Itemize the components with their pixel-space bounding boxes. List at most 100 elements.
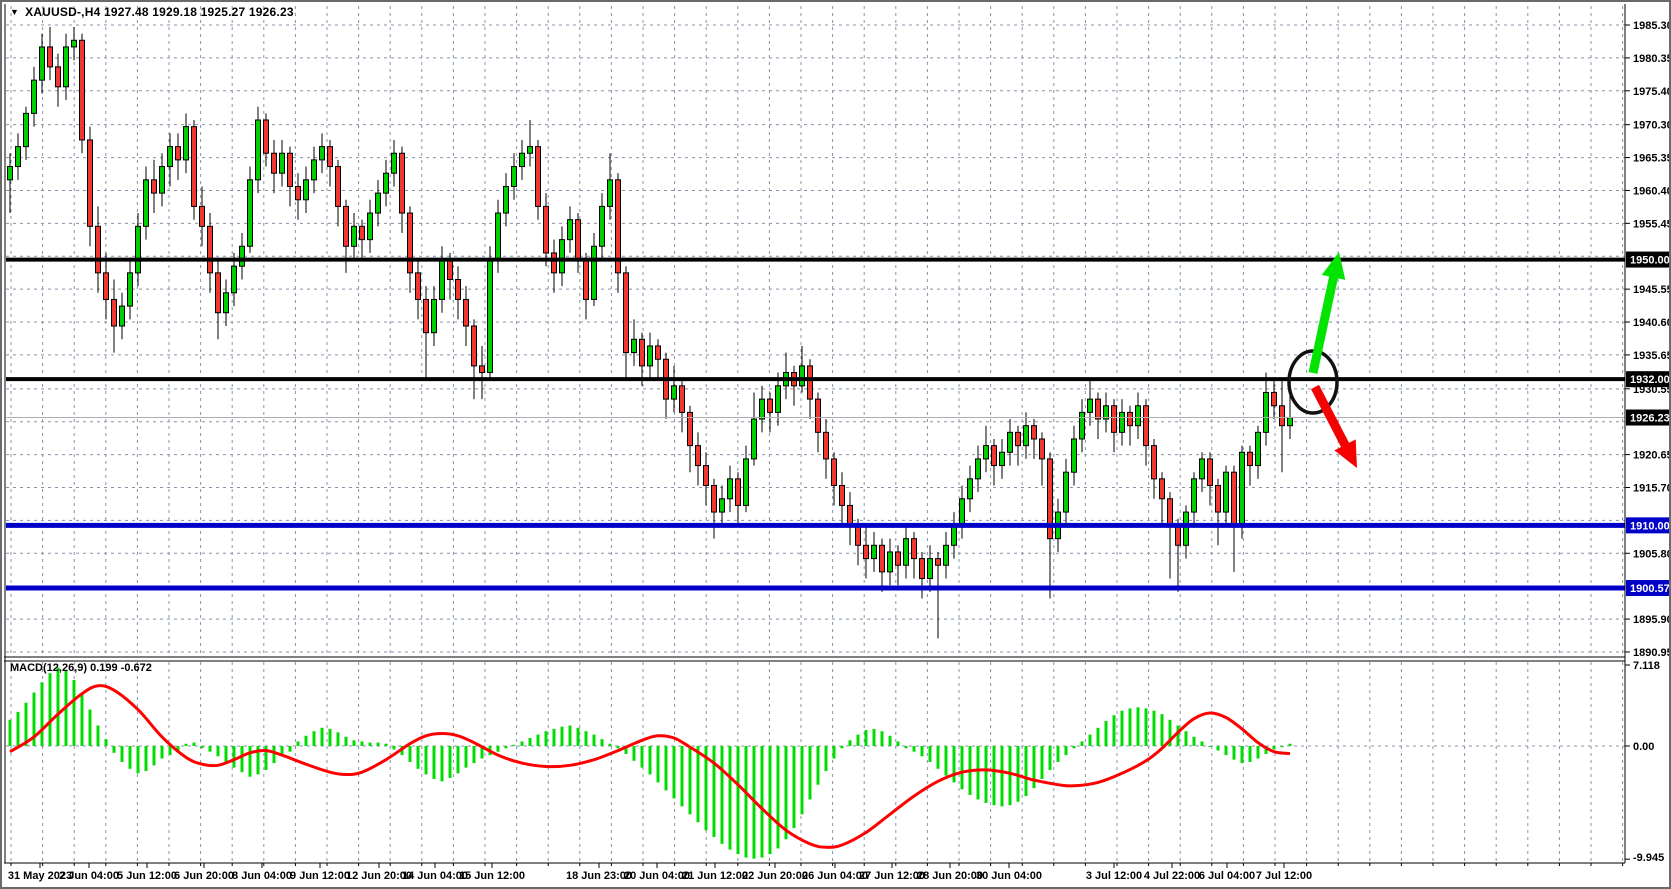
price-badge-text: 1926.23 — [1630, 413, 1670, 425]
macd-bar — [688, 746, 692, 815]
candle — [551, 239, 557, 293]
candle — [191, 120, 197, 220]
macd-bar — [824, 746, 828, 772]
macd-bar — [800, 746, 804, 815]
candle — [79, 33, 85, 154]
candle — [671, 365, 677, 413]
macd-bar — [656, 746, 660, 783]
macd-bar — [320, 727, 324, 746]
macd-bar — [24, 702, 28, 746]
macd-bar — [256, 746, 260, 775]
macd-bar — [8, 719, 12, 746]
candle — [167, 133, 173, 187]
candle — [1247, 445, 1253, 486]
candle — [663, 352, 669, 420]
macd-bar — [640, 746, 644, 768]
candle — [1151, 438, 1157, 499]
macd-bar — [328, 728, 332, 746]
candle — [327, 139, 333, 187]
time-tick-label: 28 Jun 20:00 — [917, 870, 983, 882]
candle — [815, 392, 821, 453]
macd-bar — [312, 731, 316, 746]
macd-tick-label: 7.118 — [1633, 660, 1660, 672]
candle — [1191, 472, 1197, 526]
candle — [679, 379, 685, 433]
candle — [607, 153, 613, 220]
macd-bar — [1184, 731, 1188, 746]
candle — [935, 551, 941, 639]
time-tick-label: 18 Jun 23:00 — [566, 870, 632, 882]
macd-bar — [832, 746, 836, 759]
candle — [711, 478, 717, 539]
price-badge-1926.23[interactable]: 1926.23 — [1626, 409, 1671, 426]
candle — [1159, 472, 1165, 526]
macd-bar — [1032, 746, 1036, 789]
candle — [703, 452, 709, 506]
price-badge-1950.00[interactable]: 1950.00 — [1626, 251, 1671, 268]
price-axis: 1985.30 1980.35 1975.40 1970.30 1965.35 1960.… — [1625, 20, 1671, 864]
candle — [1215, 478, 1221, 546]
candle — [487, 246, 493, 380]
macd-bar — [416, 746, 420, 769]
macd-bar — [704, 746, 708, 831]
price-tick-label: 1980.35 — [1633, 53, 1671, 65]
macd-bar — [296, 741, 300, 746]
candle — [1063, 458, 1069, 526]
price-badge-1910.00[interactable]: 1910.00 — [1626, 517, 1671, 534]
time-tick-label: 3 Jul 12:00 — [1086, 870, 1142, 882]
macd-bar — [1072, 746, 1076, 749]
candle — [807, 359, 813, 420]
candle — [951, 512, 957, 559]
macd-bar — [960, 746, 964, 790]
macd-bar — [952, 746, 956, 783]
macd-bar — [1168, 719, 1172, 746]
macd-bar — [1256, 746, 1260, 759]
candle — [279, 139, 285, 187]
collapse-arrow-icon[interactable]: ▼ — [10, 7, 20, 17]
candle — [391, 139, 397, 187]
candle — [1183, 505, 1189, 559]
price-badge-text: 1932.00 — [1630, 374, 1670, 386]
macd-bar — [904, 746, 908, 749]
bear-arrow-annotation[interactable] — [1311, 384, 1357, 468]
candle — [399, 146, 405, 233]
macd-bar — [1152, 710, 1156, 746]
candle — [1199, 452, 1205, 493]
macd-bar — [392, 746, 396, 750]
macd-bar — [1120, 710, 1124, 746]
candle — [511, 153, 517, 200]
macd-bar — [840, 746, 844, 749]
candle — [103, 252, 109, 320]
candle — [791, 365, 797, 406]
candle — [1079, 399, 1085, 453]
candle — [455, 266, 461, 320]
bull-arrow-annotation[interactable] — [1308, 252, 1346, 374]
candle — [231, 252, 237, 307]
candle — [95, 206, 101, 293]
macd-bar — [504, 746, 508, 749]
macd-bar — [168, 746, 172, 756]
macd-bar — [712, 746, 716, 838]
candle — [927, 545, 933, 592]
price-badge-1900.57[interactable]: 1900.57 — [1626, 580, 1671, 597]
candle — [559, 226, 565, 287]
candle — [567, 206, 573, 253]
price-badge-1932.00[interactable]: 1932.00 — [1626, 371, 1671, 388]
macd-bar — [1192, 736, 1196, 746]
candle — [879, 538, 885, 592]
candle — [367, 199, 373, 253]
candle — [1111, 399, 1117, 453]
time-tick-label: 9 Jun 12:00 — [290, 870, 350, 882]
price-tick-label: 1895.90 — [1633, 614, 1671, 626]
candle — [1271, 379, 1277, 420]
candle — [375, 179, 381, 227]
macd-bar — [40, 682, 44, 746]
candle — [239, 232, 245, 280]
circle-annotation[interactable] — [1287, 349, 1339, 415]
candle — [983, 425, 989, 473]
macd-bar — [776, 746, 780, 849]
candle — [415, 259, 421, 320]
candle — [1071, 425, 1077, 486]
